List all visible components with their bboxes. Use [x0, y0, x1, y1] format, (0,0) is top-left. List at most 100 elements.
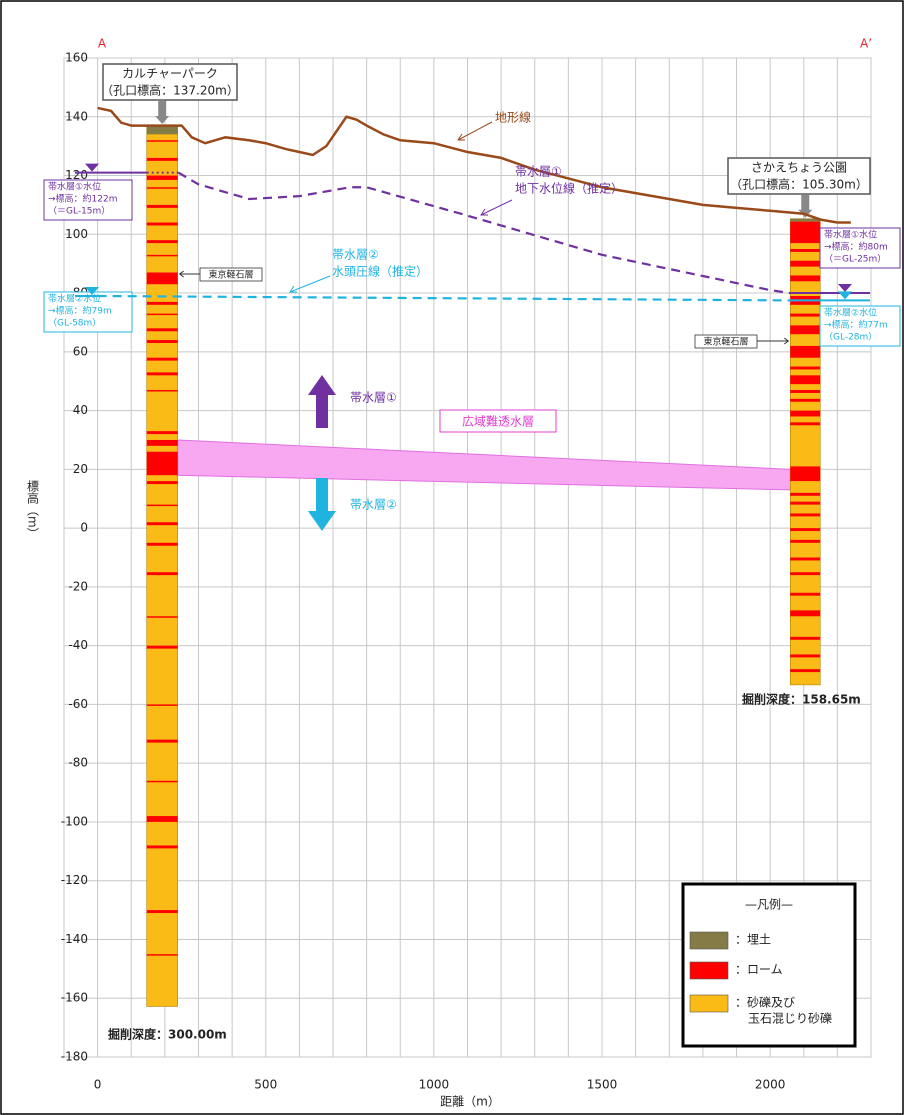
borehole-loam: [790, 390, 821, 393]
borehole-loam: [790, 539, 821, 543]
level-text: （GL-58m）: [48, 318, 101, 329]
borehole-name-box: [102, 63, 238, 101]
y-tick-label: 160: [65, 51, 88, 65]
terrain-label: 地形線: [495, 110, 531, 125]
borehole-loam: [790, 313, 821, 317]
borehole-loam: [146, 780, 178, 783]
borehole-loam: [146, 140, 178, 142]
x-tick-label: 0: [94, 1078, 102, 1092]
level-text: →標高：約80m: [824, 241, 888, 253]
borehole-fill: [790, 218, 821, 222]
section-label: A: [98, 37, 107, 51]
aquitard-label-box: [439, 409, 557, 433]
borehole-loam: [146, 204, 178, 208]
y-tick-label: -20: [68, 579, 88, 593]
section-label: A’: [860, 37, 872, 51]
borehole-loam: [790, 669, 821, 673]
aquitard-label: 広域難透水層: [462, 414, 534, 429]
line-label: 地下水位線（推定）: [515, 181, 623, 196]
collar-arrow: [155, 101, 170, 124]
y-tick-label: 20: [73, 462, 88, 476]
legend-label: ：ローム: [735, 963, 783, 977]
y-tick-label: 140: [65, 109, 88, 123]
borehole-name: （孔口標高：137.20m）: [101, 83, 239, 98]
borehole-loam: [790, 375, 821, 385]
y-tick-label: -180: [61, 1050, 88, 1064]
borehole-loam: [146, 481, 178, 485]
borehole-loam: [790, 610, 821, 617]
level-text: 帯水層①水位: [824, 229, 877, 241]
depth-label: 掘削深度：300.00m: [108, 1027, 227, 1042]
y-tick-label: -80: [68, 756, 88, 770]
borehole-loam: [790, 528, 821, 532]
level-text: （＝GL-25m）: [824, 254, 886, 265]
level-text: 帯水層①水位: [48, 181, 101, 193]
borehole-loam: [146, 222, 178, 226]
borehole-loam: [790, 636, 821, 640]
borehole-loam: [790, 325, 821, 335]
y-tick-label: 60: [73, 344, 88, 358]
y-tick-label: -140: [61, 932, 88, 946]
level-marker: [85, 286, 99, 295]
borehole-loam: [146, 522, 178, 526]
y-tick-label: 100: [65, 227, 88, 241]
pointer: [289, 275, 331, 293]
legend-label: 玉石混じり砂礫: [748, 1011, 832, 1026]
borehole-loam: [146, 616, 178, 618]
borehole-loam: [790, 366, 821, 370]
borehole-loam: [790, 654, 821, 658]
borehole-loam: [146, 175, 178, 180]
borehole-loam: [146, 451, 178, 476]
line-label: 帯水層②: [332, 248, 379, 262]
level-text: （GL-28m）: [824, 332, 877, 343]
line-label: 帯水層①: [515, 165, 562, 179]
x-tick-label: 500: [254, 1078, 277, 1092]
y-tick-label: 40: [73, 403, 88, 417]
borehole-loam: [146, 313, 178, 316]
borehole-loam: [790, 345, 821, 358]
borehole-loam: [146, 645, 178, 649]
borehole-loam: [790, 572, 821, 576]
borehole-loam: [790, 221, 821, 244]
aquifer-label: 帯水層②: [350, 498, 397, 512]
pumice-label: 東京軽石層: [703, 336, 748, 348]
level-box: [819, 305, 901, 347]
legend-label: ：埋土: [735, 933, 771, 947]
borehole-loam: [146, 739, 178, 743]
borehole-loam: [146, 845, 178, 849]
borehole-loam: [146, 431, 178, 435]
borehole-name-box: [727, 157, 871, 195]
y-tick-label: 120: [65, 168, 88, 182]
borehole-loam: [790, 501, 821, 505]
pointer: [457, 121, 493, 141]
x-axis-label: 距離（m）: [440, 1095, 500, 1109]
borehole-loam: [790, 410, 821, 417]
borehole-loam: [146, 372, 178, 376]
level-text: →標高：約79m: [48, 305, 112, 317]
borehole-loam: [146, 439, 178, 446]
level-box: [819, 227, 901, 269]
borehole-loam: [146, 272, 178, 285]
level-text: 帯水層②水位: [824, 307, 877, 319]
legend-label: ：砂礫及び: [735, 995, 795, 1010]
level-box: [43, 179, 133, 221]
borehole-loam: [146, 954, 178, 956]
legend-swatch: [689, 961, 729, 980]
borehole-loam: [146, 357, 178, 361]
borehole-loam: [146, 340, 178, 344]
borehole-loam: [146, 301, 178, 305]
level-text: （＝GL-15m）: [48, 206, 110, 217]
level-marker: [85, 163, 99, 172]
y-tick-label: -60: [68, 697, 88, 711]
borehole-loam: [790, 260, 821, 267]
level-text: →標高：約122m: [48, 193, 118, 205]
y-tick-label: -100: [61, 814, 88, 828]
up-arrow: [308, 375, 336, 428]
borehole-loam: [146, 542, 178, 546]
series-line: [97, 294, 791, 302]
down-arrow: [308, 478, 336, 531]
aquifer-label: 帯水層①: [350, 391, 397, 405]
borehole-loam: [790, 275, 821, 282]
level-marker: [838, 284, 852, 293]
